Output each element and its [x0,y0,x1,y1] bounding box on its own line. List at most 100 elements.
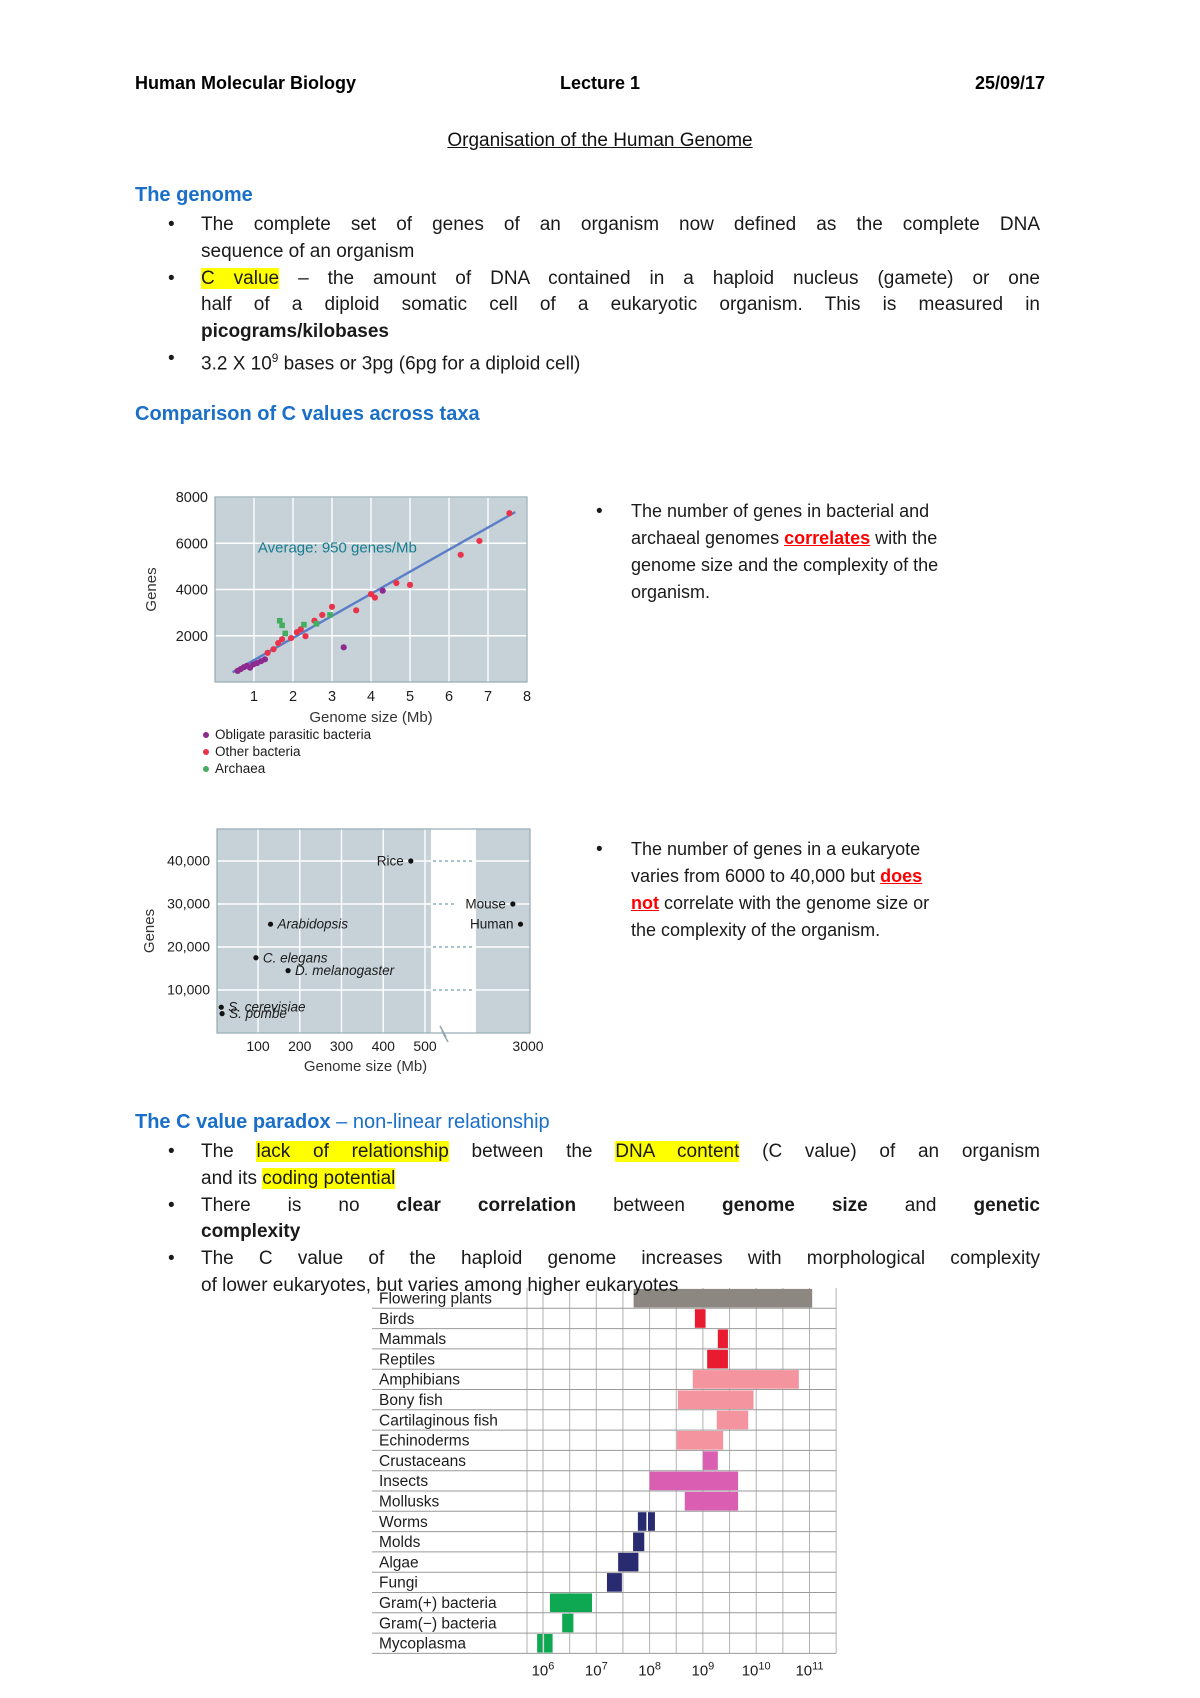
bar-segment [549,1593,593,1612]
x-tick-label: 5 [406,689,414,705]
x-tick-label: 1011 [795,1660,823,1679]
scatter-point [371,594,378,601]
text-run: coding potential [262,1167,396,1189]
bullet-glyph: • [168,1248,175,1270]
bar-row-label: Gram(−) bacteria [379,1615,497,1632]
point-label: Arabidopsis [277,917,349,932]
bar-segment [707,1349,728,1369]
scatter-point [285,968,291,974]
y-tick-label: 20,000 [167,939,210,955]
y-tick-label: 30,000 [167,896,210,912]
scatter-point [297,626,304,633]
text-run: 9 [271,351,279,365]
text-run: picograms/kilobases [201,321,389,343]
y-tick-label: 40,000 [167,853,210,869]
point-label: S. pombe [229,1006,287,1021]
legend-label: Obligate parasitic bacteria [215,727,372,742]
scatter-point [287,634,295,642]
eukaryote-genes-vs-genome-size-chart: Rice Mouse Human Arabidopsis C. elegans D. me… [140,824,600,1087]
text-run: and [867,1194,974,1216]
bar-segment [633,1288,813,1308]
scatter-point [408,858,414,864]
scatter-point [279,622,285,629]
section-heading-comparison: Comparison of C values across taxa [135,403,480,425]
y-tick-label: 2000 [176,629,208,645]
bar-segment [649,1471,739,1491]
bar-segment [684,1491,739,1511]
y-axis-label: Genes [143,567,160,611]
bullet-text: The complete set of genes of an organism… [201,212,1040,266]
c-value-range-bar-chart: Flowering plants Birds Mammals Reptiles Amph… [355,1286,845,1691]
bar-row-label: Molds [379,1534,421,1551]
scatter-point [267,921,274,927]
bar-segment [717,1329,728,1349]
paradox-bullet-list: • The lack of relationship between the D… [168,1139,1040,1300]
bullet-item: • C value – the amount of DNA contained … [168,266,1040,346]
bullet-item: • There is no clear correlation between … [168,1193,1040,1247]
bar-row-label: Fungi [379,1575,418,1592]
page-title: Organisation of the Human Genome [0,130,1200,152]
bullet-item: • The number of genes in a eukaryote vari… [596,836,956,944]
text-run: correlates [784,528,871,548]
x-tick-label: 100 [246,1038,270,1054]
scatter-point [517,921,524,927]
page-title-text: Organisation of the Human Genome [447,130,753,151]
bullet-glyph: • [168,347,175,369]
bullet-glyph: • [168,1141,175,1162]
scatter-point [264,649,271,656]
chart-annotation: Average: 950 genes/Mb [258,540,417,557]
bullet-item: • The number of genes in bacterial and ar… [596,498,956,606]
side-note-eukaryote: • The number of genes in a eukaryote vari… [596,836,956,944]
bullet-glyph: • [596,839,603,860]
section-heading-paradox: The C value paradox – non-linear relatio… [135,1111,550,1134]
legend-label: Other bacteria [215,744,301,759]
bullet-text: The lack of relationship between the DNA… [201,1139,1040,1193]
x-tick-label: 200 [288,1038,312,1054]
text-run: bases or 3pg (6pg for a diploid cell) [278,353,581,375]
scatter-point [393,579,400,587]
x-tick-label: 106 [532,1660,555,1679]
x-tick-label: 500 [413,1038,437,1054]
scatter-point [379,587,386,594]
text-run: – the amount of DNA contained in a haplo… [279,267,1040,289]
scatter-point [218,1004,224,1010]
scatter-point [510,901,516,907]
scatter-point [319,611,326,619]
bullet-text: The C value of the haploid genome increa… [201,1246,1040,1300]
bullet-text: The number of genes in a eukaryote varies… [631,836,956,944]
side-note-bacteria: • The number of genes in bacterial and ar… [596,498,956,606]
bullet-item: • The lack of relationship between the D… [168,1139,1040,1193]
point-label: S. cerevisiae [228,1000,305,1015]
scatter-point [327,612,333,618]
axis-break-icon [439,1025,449,1043]
bullet-text: There is no clear correlation between ge… [201,1193,1040,1247]
text-run: between [576,1194,722,1216]
bar-row-label: Gram(+) bacteria [379,1595,497,1612]
point-label: Mouse [465,897,506,912]
bar-row-label: Flowering plants [379,1291,492,1308]
bar-segment [677,1390,754,1409]
bar-segment [692,1370,799,1389]
scatter-point [340,644,347,651]
text-run: archaeal genomes [631,528,785,548]
legend-marker [203,749,209,755]
x-tick-label: 1 [250,689,258,705]
text-run: The number of genes in bacterial and [631,501,930,521]
text-run: clear correlation [396,1194,577,1216]
bar-row-label: Mollusks [379,1494,440,1511]
text-run: correlate with the genome size or [658,893,930,913]
text-run: does [880,866,923,886]
bullet-text: C value – the amount of DNA contained in… [201,266,1040,346]
x-tick-label: 3 [328,689,336,705]
text-run: with the [870,528,938,548]
scatter-point [278,636,286,643]
y-axis-label: Genes [141,909,158,953]
bar-segment [702,1451,718,1470]
text-run: complexity [201,1221,301,1243]
x-tick-label: 300 [330,1038,354,1054]
scatter-point [282,630,288,637]
bar-segment [618,1552,639,1572]
scatter-point [313,620,320,627]
